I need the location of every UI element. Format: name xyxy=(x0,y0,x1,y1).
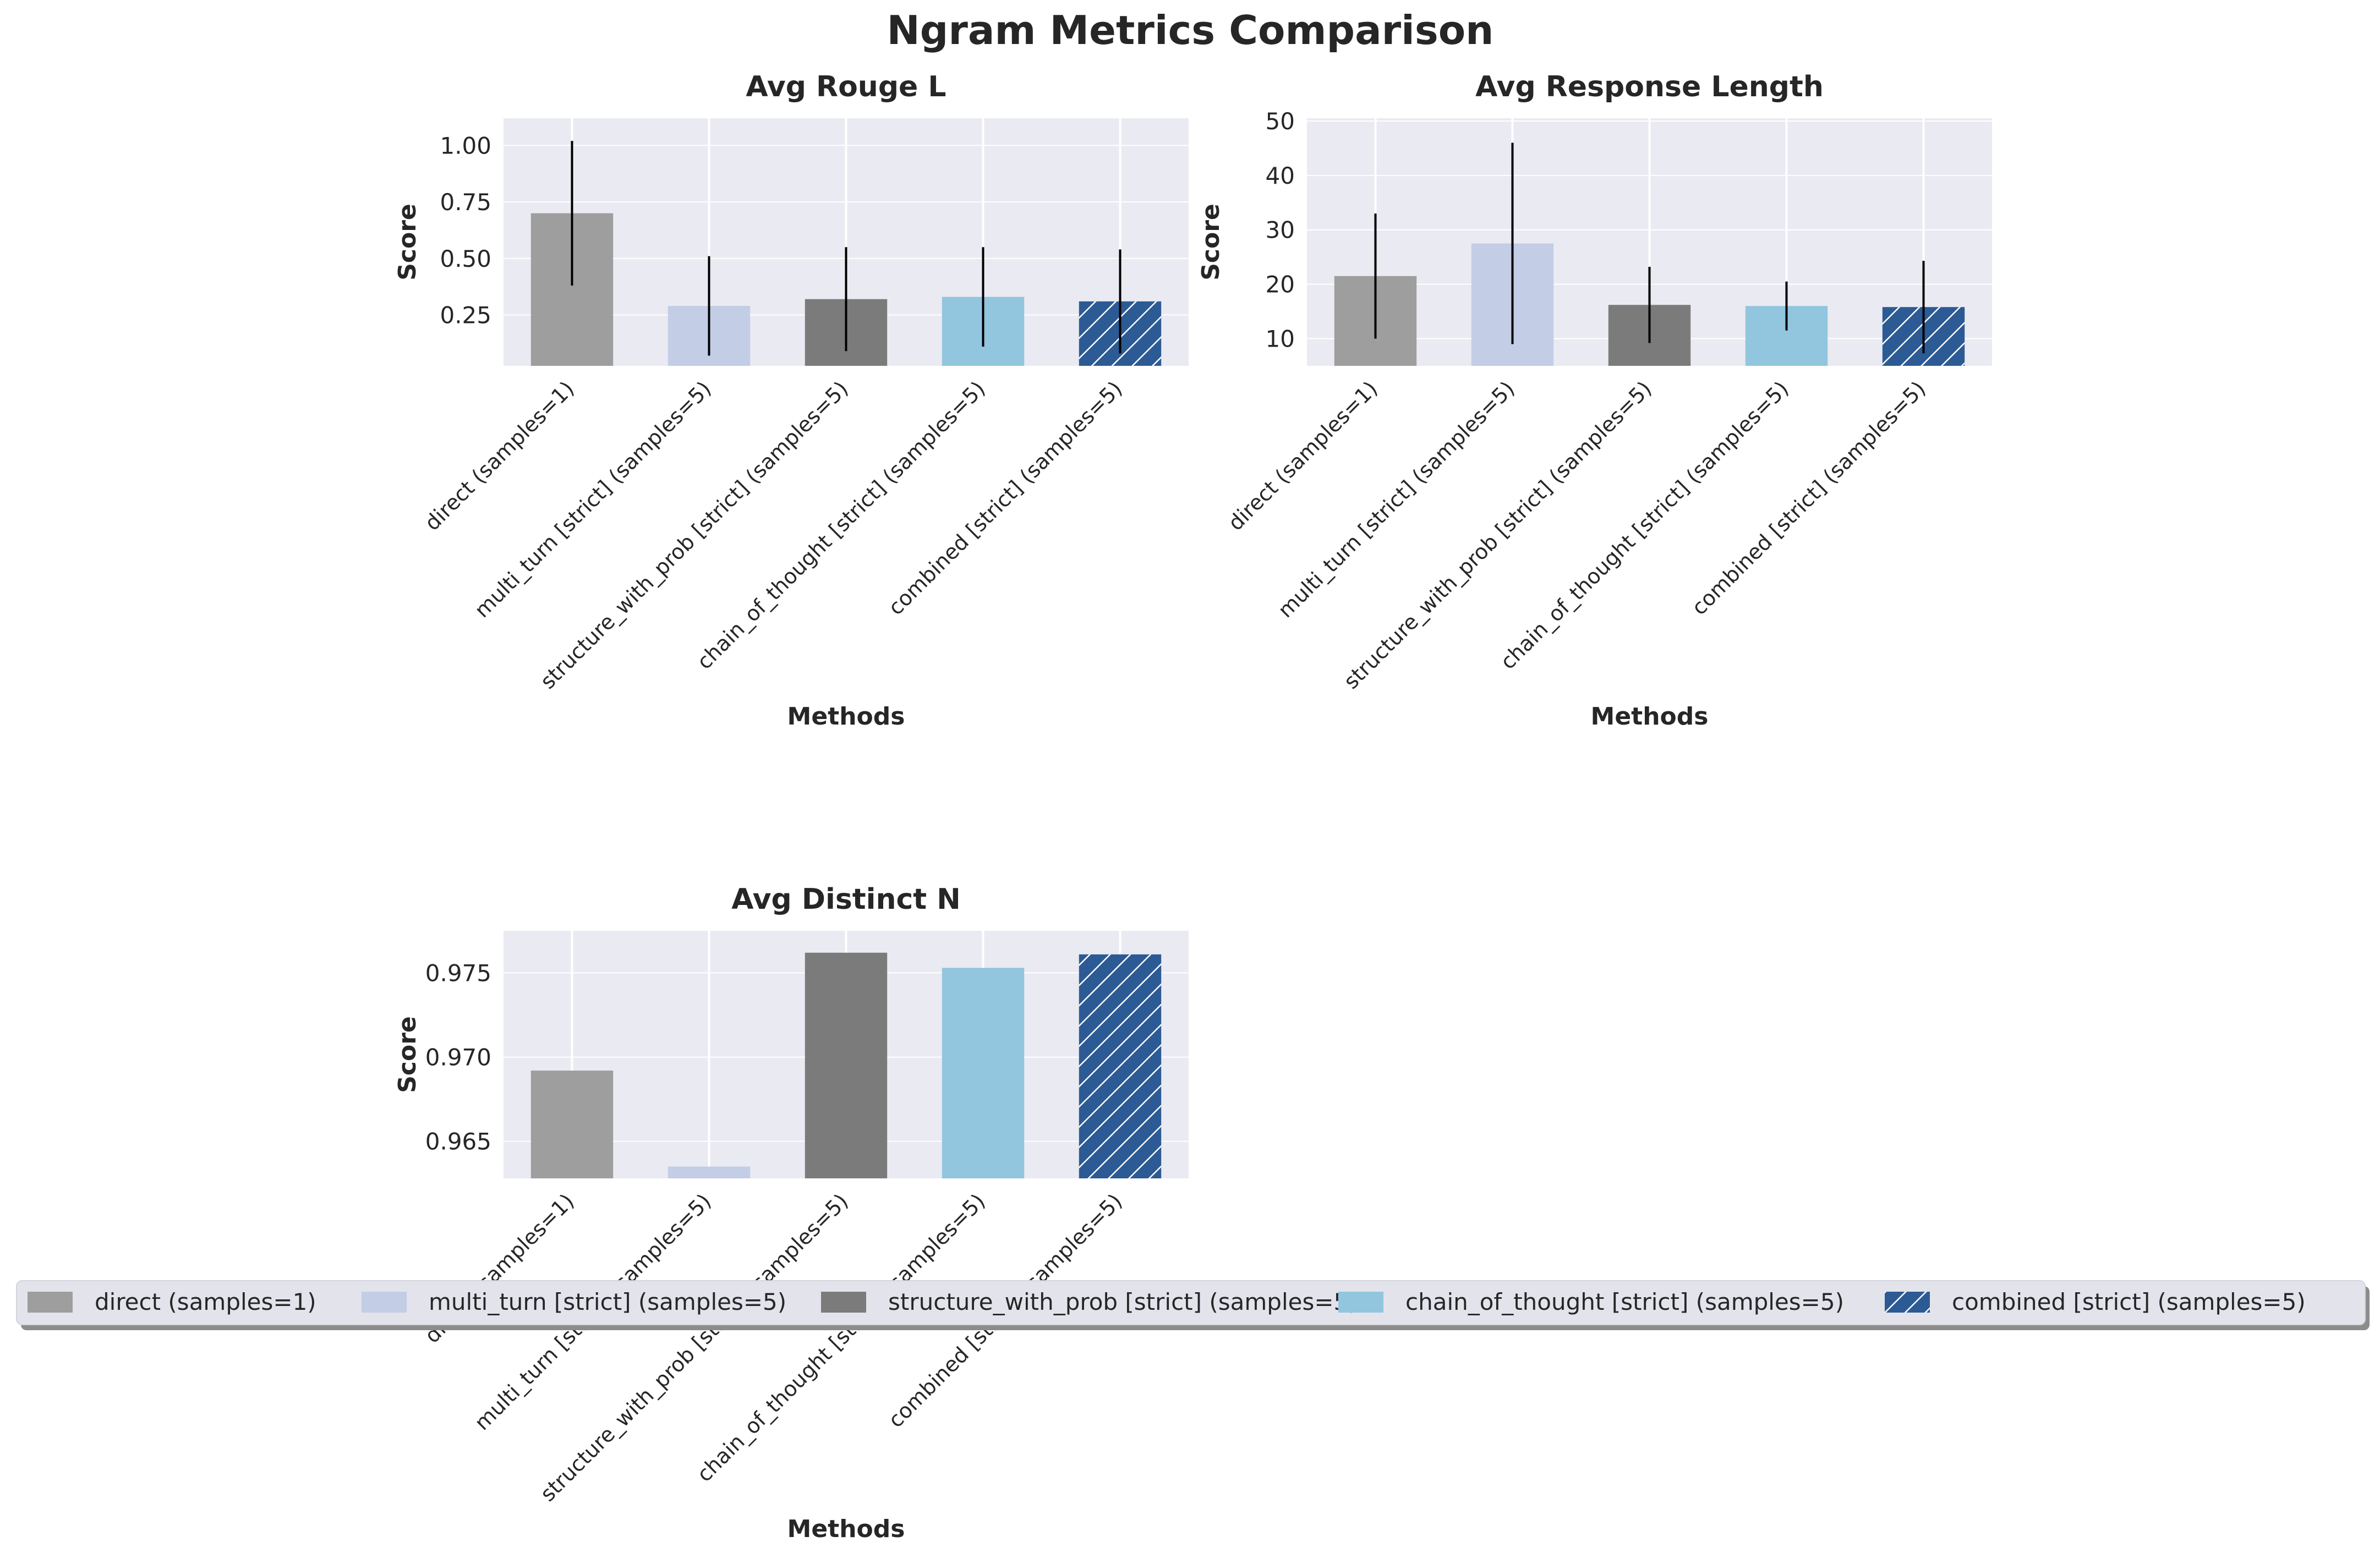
x-tick-label: direct (samples=1) xyxy=(1223,376,1382,535)
x-tick-label: structure_with_prob [strict] (samples=5) xyxy=(1339,376,1656,694)
x-tick-label: chain_of_thought [strict] (samples=5) xyxy=(1496,376,1793,674)
y-axis-label: Score xyxy=(1197,204,1225,281)
y-tick-label: 0.975 xyxy=(425,960,491,987)
legend-label-5: combined [strict] (samples=5) xyxy=(1952,1288,2306,1315)
y-tick-label: 40 xyxy=(1266,162,1295,189)
y-tick-label: 20 xyxy=(1266,271,1295,298)
y-tick-label: 0.50 xyxy=(440,245,491,272)
legend-label-4: chain_of_thought [strict] (samples=5) xyxy=(1405,1288,1844,1315)
y-tick-label: 0.965 xyxy=(425,1128,491,1155)
x-tick-label: multi_turn [strict] (samples=5) xyxy=(470,376,716,622)
legend: direct (samples=1) multi_turn [strict] (s… xyxy=(16,1280,2370,1330)
legend-swatch-2 xyxy=(362,1292,407,1313)
legend-swatch-hatch xyxy=(1885,1292,1930,1313)
y-tick-label: 1.00 xyxy=(440,132,491,159)
legend-swatch-4 xyxy=(1338,1292,1383,1313)
x-tick-label: chain_of_thought [strict] (samples=5) xyxy=(692,1189,990,1486)
y-axis-label: Score xyxy=(393,204,422,281)
y-tick-label: 10 xyxy=(1266,326,1295,353)
bar-3 xyxy=(805,952,888,1178)
y-tick-label: 0.75 xyxy=(440,189,491,216)
legend-swatch-1 xyxy=(28,1292,73,1313)
bar-2 xyxy=(668,1166,751,1178)
y-axis-label: Score xyxy=(393,1016,422,1093)
chart-panel-1: 0.25 0.50 0.75 1.00 Avg Rouge L Score direct (… xyxy=(393,70,1189,731)
legend-box xyxy=(16,1280,2366,1325)
legend-label-1: direct (samples=1) xyxy=(95,1288,316,1315)
x-tick-label: structure_with_prob [strict] (samples=5) xyxy=(535,376,853,694)
x-tick-label: structure_with_prob [strict] (samples=5) xyxy=(535,1189,853,1506)
x-tick-label: chain_of_thought [strict] (samples=5) xyxy=(692,376,990,674)
x-tick-label: direct (samples=1) xyxy=(420,376,579,535)
y-tick-label: 30 xyxy=(1266,217,1295,244)
legend-label-3: structure_with_prob [strict] (samples=5) xyxy=(888,1288,1358,1315)
x-tick-label: combined [strict] (samples=5) xyxy=(884,376,1127,619)
y-tick-label: 0.970 xyxy=(425,1044,491,1071)
x-axis-label: Methods xyxy=(787,1515,905,1543)
panel-title: Avg Response Length xyxy=(1475,70,1824,103)
panel-title: Avg Distinct N xyxy=(731,883,961,916)
legend-label-2: multi_turn [strict] (samples=5) xyxy=(429,1288,786,1315)
legend-swatch-3 xyxy=(821,1292,866,1313)
x-axis-label: Methods xyxy=(1591,703,1709,731)
panel-title: Avg Rouge L xyxy=(746,70,946,103)
bar-hatch-5 xyxy=(1079,954,1162,1178)
x-tick-label: combined [strict] (samples=5) xyxy=(1687,376,1930,619)
bar-4 xyxy=(942,968,1025,1178)
bar-1 xyxy=(530,1071,614,1178)
x-tick-label: multi_turn [strict] (samples=5) xyxy=(1273,376,1519,622)
x-axis-label: Methods xyxy=(787,703,905,731)
figure-title: Ngram Metrics Comparison xyxy=(887,7,1494,53)
y-tick-label: 0.25 xyxy=(440,302,491,329)
y-tick-label: 50 xyxy=(1266,108,1295,135)
chart-panel-2: 10 20 30 40 50 Avg Response Length Score direct… xyxy=(1197,70,1992,731)
